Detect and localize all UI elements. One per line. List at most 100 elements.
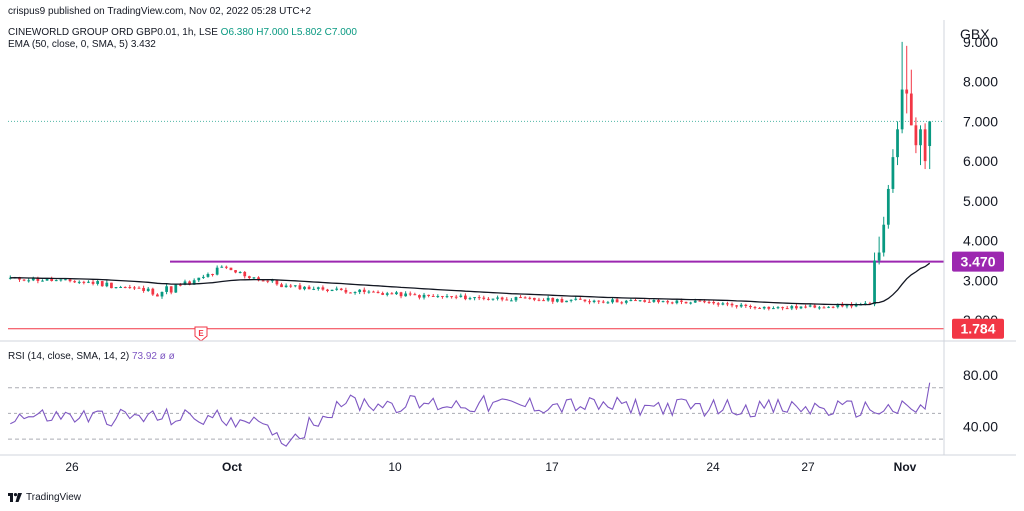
ema-line[interactable]	[10, 262, 931, 306]
candle-body[interactable]	[909, 93, 913, 126]
candle-body[interactable]	[197, 277, 201, 281]
candle-body[interactable]	[59, 279, 63, 281]
candle-body[interactable]	[133, 287, 136, 289]
candle-body[interactable]	[873, 260, 876, 305]
earnings-event-marker[interactable]	[194, 326, 208, 342]
candle-body[interactable]	[372, 291, 375, 293]
candle-body[interactable]	[804, 306, 807, 308]
candle-body[interactable]	[82, 281, 86, 283]
candle-body[interactable]	[900, 89, 904, 130]
candle-body[interactable]	[96, 281, 100, 284]
candle-body[interactable]	[45, 278, 49, 281]
candle-body[interactable]	[50, 278, 54, 282]
candle-body[interactable]	[716, 303, 720, 305]
candle-body[interactable]	[739, 304, 743, 307]
candle-body[interactable]	[928, 121, 932, 147]
candle-body[interactable]	[523, 297, 527, 299]
candle-body[interactable]	[896, 129, 899, 158]
candle-body[interactable]	[643, 300, 647, 302]
candle-body[interactable]	[257, 277, 260, 281]
candle-body[interactable]	[367, 291, 371, 293]
candle-body[interactable]	[179, 284, 182, 286]
candle-body[interactable]	[813, 305, 817, 308]
candle-body[interactable]	[795, 306, 798, 309]
candle-body[interactable]	[335, 288, 339, 290]
candle-body[interactable]	[353, 292, 357, 294]
candle-body[interactable]	[560, 299, 564, 303]
candle-body[interactable]	[785, 308, 789, 310]
candle-body[interactable]	[224, 266, 228, 268]
candle-body[interactable]	[445, 296, 449, 298]
candle-body[interactable]	[703, 301, 706, 303]
candle-body[interactable]	[454, 296, 458, 298]
candle-body[interactable]	[712, 301, 716, 304]
rsi-line[interactable]	[10, 382, 931, 447]
candle-body[interactable]	[188, 281, 191, 285]
candle-body[interactable]	[275, 280, 279, 285]
candle-body[interactable]	[698, 300, 702, 302]
candle-body[interactable]	[381, 293, 385, 295]
candle-body[interactable]	[767, 306, 771, 309]
candle-body[interactable]	[73, 281, 77, 283]
candle-body[interactable]	[339, 288, 343, 290]
candle-body[interactable]	[519, 297, 522, 299]
candle-body[interactable]	[270, 280, 274, 282]
rsi-legend[interactable]: RSI (14, close, SMA, 14, 2) 73.92 ø ø	[8, 351, 175, 363]
candle-body[interactable]	[689, 302, 693, 304]
candle-body[interactable]	[266, 280, 270, 282]
candle-body[interactable]	[537, 299, 541, 301]
candle-body[interactable]	[321, 287, 325, 290]
candle-body[interactable]	[684, 301, 688, 304]
candle-body[interactable]	[923, 129, 927, 162]
candle-body[interactable]	[22, 279, 26, 281]
candle-body[interactable]	[822, 307, 826, 309]
candle-body[interactable]	[441, 296, 444, 298]
candle-body[interactable]	[588, 301, 591, 303]
candle-body[interactable]	[376, 291, 380, 294]
candle-body[interactable]	[330, 289, 334, 292]
candle-body[interactable]	[192, 280, 196, 285]
candle-body[interactable]	[422, 294, 426, 298]
candle-body[interactable]	[758, 307, 761, 309]
candle-body[interactable]	[555, 299, 559, 302]
candle-body[interactable]	[252, 277, 256, 279]
candle-body[interactable]	[211, 274, 214, 276]
candle-body[interactable]	[675, 300, 679, 304]
candle-body[interactable]	[307, 286, 311, 290]
candle-body[interactable]	[670, 302, 674, 304]
candle-body[interactable]	[41, 280, 44, 282]
candle-body[interactable]	[418, 295, 421, 298]
candle-body[interactable]	[165, 286, 168, 292]
candle-body[interactable]	[174, 284, 178, 293]
candle-body[interactable]	[831, 306, 835, 308]
candle-body[interactable]	[362, 289, 366, 293]
candle-body[interactable]	[473, 297, 476, 299]
candle-body[interactable]	[546, 297, 550, 301]
candle-body[interactable]	[730, 303, 734, 306]
candle-body[interactable]	[358, 289, 362, 293]
candle-body[interactable]	[666, 301, 670, 303]
candle-body[interactable]	[836, 304, 840, 308]
candle-body[interactable]	[87, 281, 90, 283]
candle-body[interactable]	[77, 281, 81, 283]
candle-body[interactable]	[781, 307, 784, 309]
symbol-legend[interactable]: CINEWORLD GROUP ORD GBP0.01, 1h, LSE O6.…	[8, 27, 357, 39]
candle-body[interactable]	[64, 279, 67, 281]
candle-body[interactable]	[877, 252, 881, 261]
candle-body[interactable]	[528, 297, 532, 299]
candle-body[interactable]	[105, 282, 109, 287]
candle-body[interactable]	[183, 281, 187, 285]
candle-body[interactable]	[620, 302, 624, 304]
candle-body[interactable]	[395, 292, 398, 295]
candle-body[interactable]	[36, 278, 40, 281]
candle-body[interactable]	[156, 294, 159, 297]
candle-body[interactable]	[542, 300, 545, 302]
candle-body[interactable]	[119, 286, 123, 288]
candle-body[interactable]	[565, 300, 568, 303]
rsi-pane[interactable]	[8, 382, 944, 447]
candle-body[interactable]	[578, 298, 582, 300]
candle-body[interactable]	[772, 308, 775, 310]
candle-body[interactable]	[514, 297, 518, 301]
candle-body[interactable]	[840, 304, 844, 307]
